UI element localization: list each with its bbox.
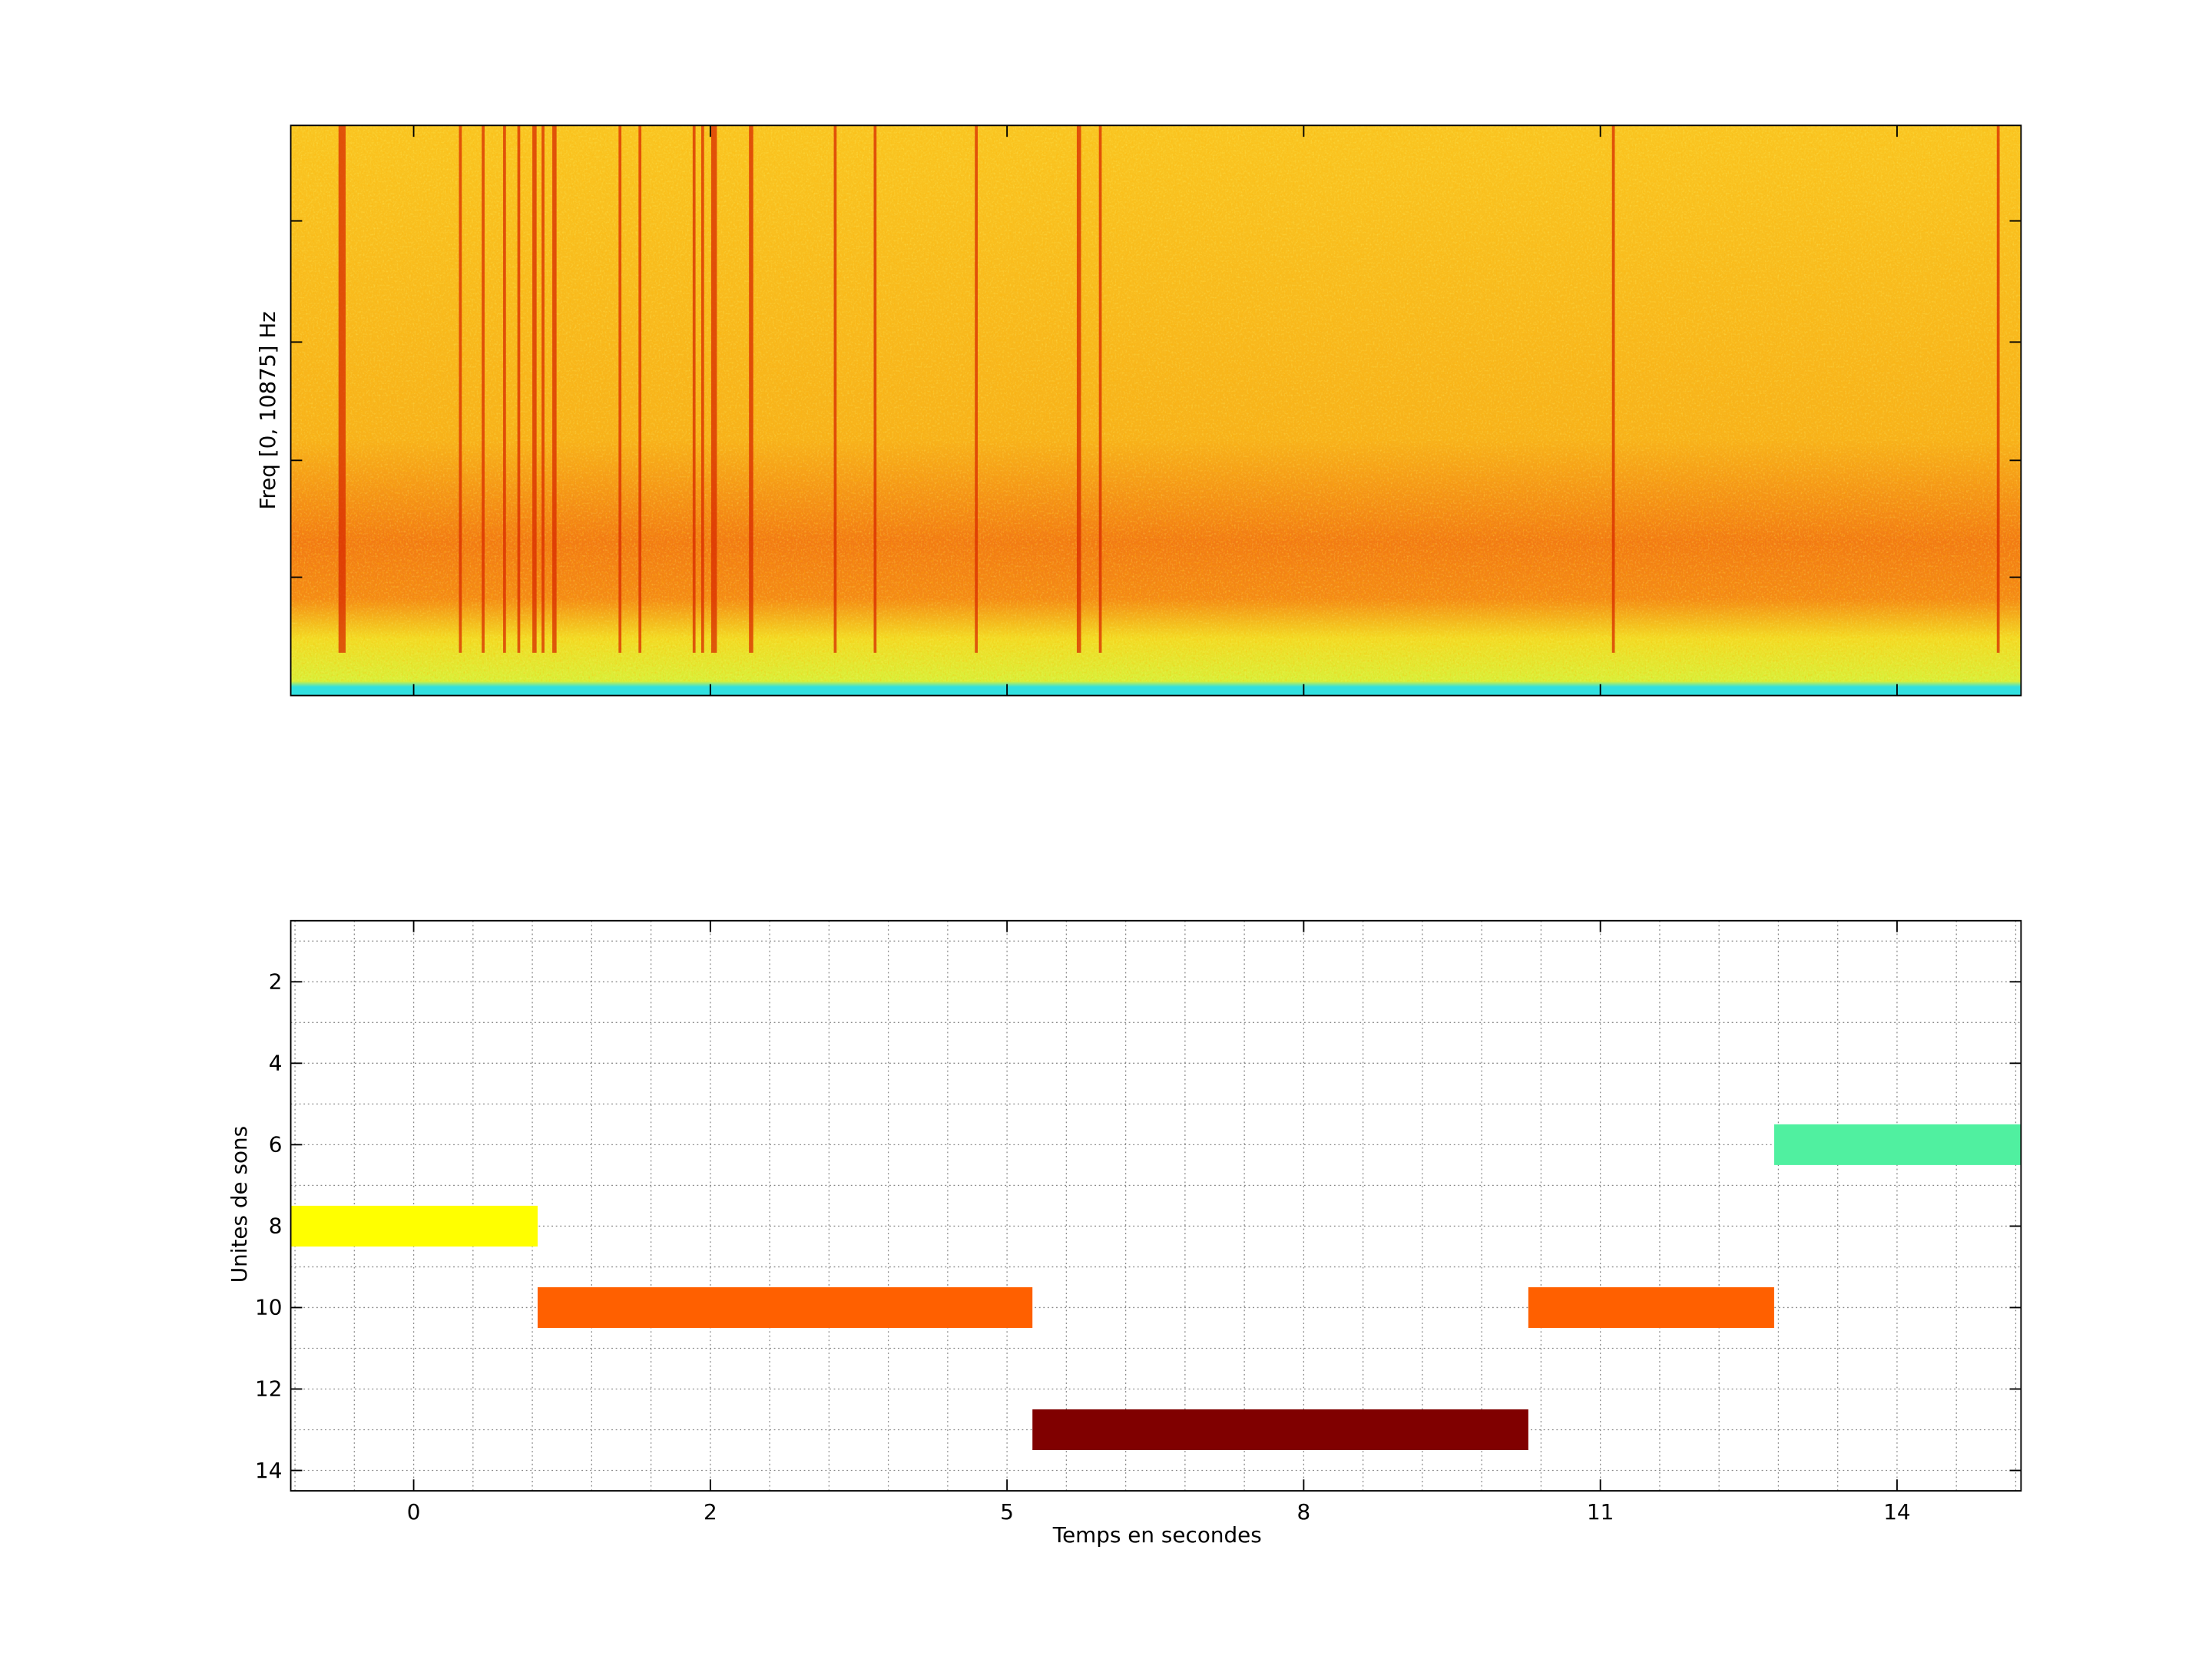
segment <box>537 1286 1033 1328</box>
transient-line <box>338 125 346 653</box>
segment <box>1528 1286 1774 1328</box>
transient-line <box>532 125 537 653</box>
transient-line <box>1098 125 1102 653</box>
y-tick-label: 8 <box>269 1214 283 1239</box>
transient-line <box>710 125 717 653</box>
x-tick-label: 0 <box>407 1499 421 1525</box>
x-axis-label: Temps en secondes <box>1052 1522 1262 1548</box>
transient-line <box>1996 125 2000 653</box>
x-tick-label: 5 <box>1000 1499 1014 1525</box>
transient-line <box>552 125 557 653</box>
x-tick-label: 14 <box>1883 1499 1910 1525</box>
y-tick-label: 12 <box>255 1376 282 1402</box>
y-axis-label: Unites de sons <box>227 1126 252 1283</box>
transient-line <box>482 125 485 653</box>
transient-line <box>975 125 978 653</box>
transient-line <box>618 125 622 653</box>
top-y-label: Freq [0, 10875] Hz <box>255 311 280 509</box>
transient-line <box>833 125 837 653</box>
y-tick-label: 14 <box>255 1458 282 1483</box>
segment <box>290 1205 538 1247</box>
transient-line <box>541 125 545 653</box>
transient-line <box>873 125 877 653</box>
y-tick-label: 6 <box>269 1132 283 1157</box>
transient-line <box>1076 125 1081 653</box>
segment <box>1773 1124 2022 1165</box>
transient-line <box>517 125 521 653</box>
x-tick-label: 8 <box>1297 1499 1311 1525</box>
bottom-axes-bg <box>290 920 2022 1492</box>
transient-line <box>1611 125 1615 653</box>
x-tick-label: 11 <box>1587 1499 1614 1525</box>
x-tick-label: 2 <box>704 1499 717 1525</box>
spectrogram <box>290 125 2022 696</box>
y-tick-label: 10 <box>255 1295 282 1320</box>
transient-line <box>692 125 696 653</box>
transient-line <box>700 125 704 653</box>
transient-line <box>503 125 506 653</box>
bottom-axes-box <box>290 919 2022 1492</box>
transient-line <box>638 125 642 653</box>
transient-line <box>749 125 753 653</box>
y-tick-label: 4 <box>269 1051 283 1076</box>
y-tick-label: 2 <box>269 969 283 995</box>
bottom-axes: 0 2 5 8 11 14 2 4 6 8 10 12 14 <box>255 920 2022 1525</box>
top-axes-box <box>290 124 2022 697</box>
transient-line <box>459 125 462 653</box>
spectrogram-noise <box>290 125 2022 682</box>
segment <box>1032 1409 1528 1451</box>
